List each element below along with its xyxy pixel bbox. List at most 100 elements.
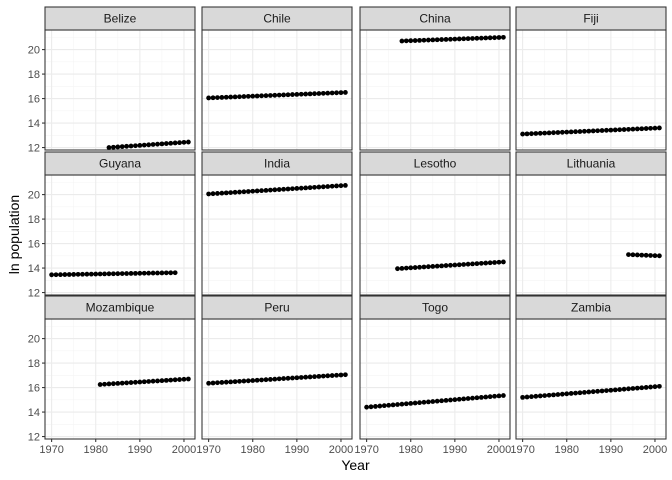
data-point [478,260,484,266]
data-point [215,95,220,101]
data-point [621,386,627,392]
x-tick-label: 1970 [39,444,63,456]
data-point [443,37,449,42]
data-point [487,394,493,400]
panel-background [45,30,195,150]
data-point [617,387,623,392]
data-point [62,272,68,277]
data-point [412,38,418,43]
data-point [285,92,291,98]
facet-strip-label: Peru [264,301,289,315]
data-point [381,403,387,409]
data-point [496,259,502,265]
x-tick-label: 2000 [329,444,353,456]
data-point [219,380,225,385]
data-point [210,380,216,386]
data-point [163,377,169,383]
data-point [529,131,534,137]
data-point [168,270,174,276]
facet-strip-label: Lithuania [567,157,616,171]
facet-strip [44,295,196,320]
data-point [146,379,152,384]
data-point [559,129,565,135]
data-point [581,128,587,134]
data-point [281,92,287,98]
facet-panel-fiji: Fiji [515,6,667,151]
data-point [483,35,489,41]
data-point [303,374,309,380]
data-point [452,262,458,268]
data-point [377,403,383,409]
facet-panel-india: India [201,151,353,296]
data-point [652,384,658,390]
data-point [172,377,178,383]
data-point [626,252,631,257]
facet-strip-label: Fiji [583,12,598,26]
data-point [652,125,658,131]
data-point [250,188,256,194]
data-point [185,376,191,382]
data-point [439,398,445,404]
data-point [648,125,653,131]
data-point [75,271,81,277]
data-point [272,187,278,193]
data-point [364,404,370,410]
data-point [128,271,134,276]
data-point [461,396,467,402]
data-point [417,264,422,270]
data-point [115,271,121,277]
data-point [599,388,605,394]
data-point [245,189,251,194]
data-point [338,183,344,189]
data-point [281,376,287,381]
data-point [124,271,130,276]
data-point [630,386,636,391]
data-point [128,380,134,385]
facet-strip-label: Zambia [571,301,611,315]
data-point [656,383,662,389]
data-point [237,378,242,384]
facet-strip [44,6,196,31]
data-point [245,378,251,384]
data-point [303,91,309,97]
data-point [573,129,578,135]
data-point [232,379,238,385]
data-point [71,272,77,277]
data-point [448,397,453,403]
data-point [210,95,216,101]
data-point [163,141,169,146]
data-point [483,260,489,266]
data-point [281,186,287,192]
data-point [546,130,552,136]
data-point [141,142,147,148]
facet-panel-belize: Belize 12 14 16 18 20 [28,6,196,155]
data-point [421,399,427,405]
data-point [254,377,260,383]
facet-panel-lesotho: Lesotho [359,151,511,296]
data-point [320,373,326,379]
facet-strip [201,295,353,320]
data-point [612,387,618,393]
data-point [307,91,313,97]
data-point [168,140,174,146]
data-point [465,261,471,267]
data-point [168,377,174,383]
data-point [155,378,160,384]
data-point [206,380,212,386]
data-point [219,95,225,100]
data-point [412,265,418,270]
data-point [263,187,269,193]
data-point [573,390,578,396]
data-point [487,35,493,41]
data-point [425,399,431,405]
data-point [97,382,103,387]
data-point [586,128,592,134]
y-axis-title: ln population [6,195,22,274]
data-point [241,94,247,99]
data-point [172,140,178,146]
data-point [648,384,653,390]
data-point [215,380,220,386]
facet-strip-label: Lesotho [414,157,457,171]
data-point [492,393,497,399]
